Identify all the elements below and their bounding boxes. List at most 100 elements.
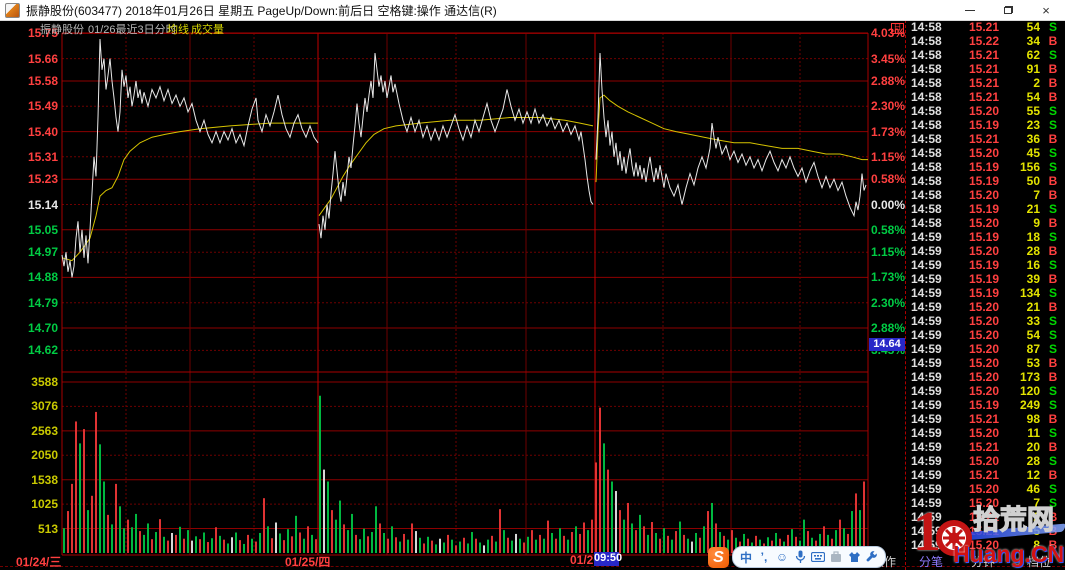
tape-direction: B	[1048, 356, 1058, 370]
volume-bar	[127, 519, 129, 553]
tape-price: 15.20	[968, 356, 1000, 370]
tape-price: 15.21	[968, 20, 1000, 34]
percent-axis-label: 1.73%	[871, 270, 906, 285]
volume-bar	[371, 532, 373, 553]
punctuation-icon[interactable]: ’,	[760, 550, 768, 564]
volume-bar	[267, 526, 269, 553]
chinese-mode-icon[interactable]: 中	[739, 550, 752, 565]
tape-volume: 39	[1026, 272, 1040, 286]
tab-tick-list[interactable]: 分笔	[919, 555, 944, 569]
volume-bar	[711, 502, 713, 553]
tape-price: 15.20	[968, 496, 1000, 510]
tape-row: 14:59 15.20 28 S	[906, 454, 1065, 468]
volume-bar	[411, 523, 413, 553]
volume-bar	[187, 530, 189, 553]
volume-bar	[163, 536, 165, 553]
price-axis-label: 15.58	[27, 74, 58, 88]
volume-bar	[807, 531, 809, 553]
volume-bar	[555, 538, 557, 553]
volume-bar	[511, 540, 513, 553]
tape-row: 14:59 15.20 33 S	[906, 314, 1065, 328]
tab-minute-list[interactable]: 分钟	[971, 555, 996, 569]
volume-bar	[699, 537, 701, 553]
tape-time: 14:58	[911, 104, 942, 118]
tape-direction: S	[1048, 286, 1057, 300]
tick-trade-panel[interactable]: 14:58 15.21 54 S 14:58 15.22 34 B 14:58 15.21 62 S 1…	[905, 20, 1065, 570]
chart-ma-label[interactable]: 均线	[167, 24, 189, 36]
tape-direction: B	[1048, 174, 1058, 188]
tape-volume: 46	[1026, 482, 1040, 496]
volume-bar	[691, 541, 693, 553]
volume-bar	[579, 533, 581, 553]
tape-volume: 21	[1026, 300, 1040, 314]
tape-direction: B	[1048, 76, 1058, 90]
sogou-logo-icon[interactable]: S	[708, 546, 729, 568]
emoji-icon[interactable]: ☺	[775, 550, 789, 564]
volume-bar	[443, 542, 445, 553]
app-icon	[5, 2, 20, 18]
volume-bar	[851, 511, 853, 553]
tape-time: 14:58	[911, 118, 942, 132]
tape-direction: B	[1048, 300, 1058, 314]
volume-bar	[775, 532, 777, 553]
volume-bar	[439, 538, 441, 553]
average-price-line	[595, 94, 868, 183]
volume-bar	[399, 541, 401, 553]
skin-shirt-icon[interactable]	[847, 549, 861, 565]
tab-price-levels[interactable]: 档位	[1027, 555, 1052, 569]
percent-axis-label: 2.30%	[871, 295, 906, 310]
tape-price: 15.20	[968, 370, 1000, 384]
volume-bar	[611, 481, 613, 553]
tape-volume: 8	[1033, 538, 1040, 552]
percent-axis-label: 2.88%	[871, 321, 906, 335]
close-button[interactable]: ×	[1027, 0, 1065, 20]
volume-bar	[355, 534, 357, 553]
price-axis-label: 14.79	[27, 295, 58, 310]
tape-volume: 18	[1026, 230, 1040, 244]
volume-bar	[727, 539, 729, 553]
tape-direction: S	[1048, 104, 1057, 118]
tape-row: 14:59 15.21 2 B	[906, 510, 1065, 524]
volume-bar	[819, 533, 821, 553]
tape-time: 14:58	[911, 132, 942, 146]
price-axis-label: 15.05	[27, 222, 58, 237]
tape-volume: 21	[1026, 202, 1040, 216]
chart-volume-label[interactable]: 成交量	[191, 24, 224, 36]
tape-price: 15.20	[968, 482, 1000, 496]
tape-row: 14:59 15.20 46 S	[906, 482, 1065, 496]
price-axis-label: 15.49	[27, 99, 58, 114]
volume-bar	[347, 530, 349, 553]
soft-keyboard-icon[interactable]	[811, 549, 825, 565]
tape-direction: S	[1048, 384, 1057, 398]
tape-volume: 28	[1026, 244, 1040, 258]
price-axis-label: 15.23	[27, 172, 58, 187]
chart-exit-icon[interactable]: 日	[891, 23, 904, 34]
restore-button[interactable]	[989, 0, 1027, 20]
date-label-day1: 01/24/三	[16, 555, 62, 569]
volume-bar	[619, 510, 621, 553]
settings-wrench-icon[interactable]	[865, 549, 879, 565]
volume-bar	[227, 543, 229, 553]
tape-row: 14:58 15.21 91 B	[906, 62, 1065, 76]
percent-axis-label: 1.73%	[871, 124, 906, 139]
volume-bar	[407, 539, 409, 553]
tape-volume: 249	[1019, 398, 1040, 412]
tape-row: 14:58 15.19 156 S	[906, 160, 1065, 174]
volume-bar	[855, 493, 857, 553]
tape-direction: B	[1048, 370, 1058, 384]
toolbox-icon[interactable]	[829, 549, 843, 565]
volume-bar	[731, 530, 733, 553]
tape-volume: 54	[1026, 90, 1040, 104]
minimize-button[interactable]	[951, 0, 989, 20]
tape-row: 14:58 15.21 54 B	[906, 90, 1065, 104]
volume-bar	[779, 538, 781, 553]
percent-axis-label: 2.88%	[871, 74, 906, 88]
tape-price: 15.21	[968, 48, 1000, 62]
volume-bar	[287, 529, 289, 553]
volume-bar	[235, 532, 237, 553]
tape-price: 15.20	[968, 314, 1000, 328]
price-line	[61, 38, 319, 278]
tape-direction: B	[1048, 510, 1058, 524]
voice-input-icon[interactable]	[793, 549, 807, 565]
